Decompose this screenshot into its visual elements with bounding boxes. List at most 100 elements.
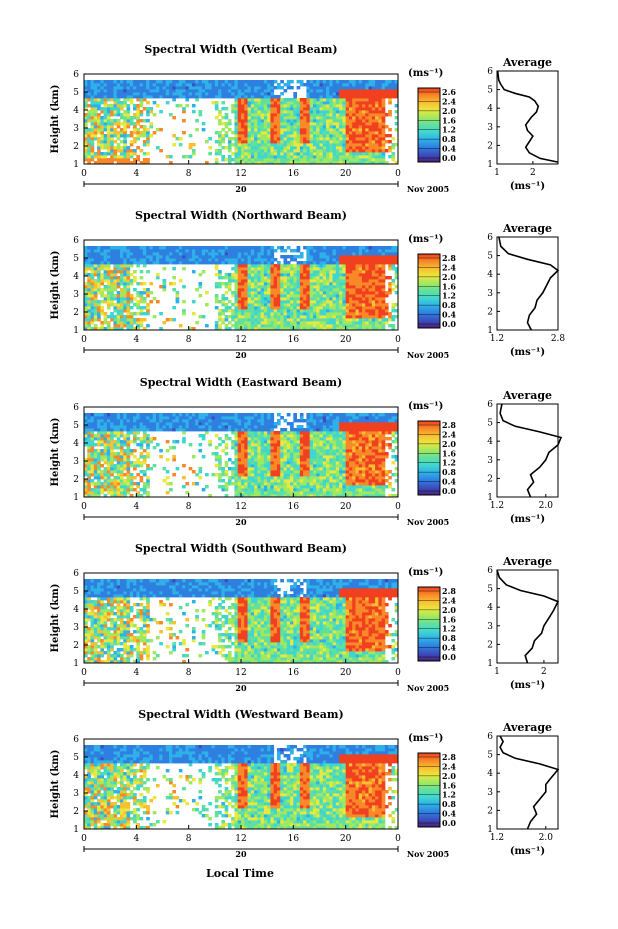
heatmap-cell — [250, 122, 255, 126]
heatmap-cell — [365, 116, 369, 120]
heatmap-cell — [110, 482, 114, 486]
heatmap-cell — [250, 131, 255, 135]
heatmap-cell — [244, 134, 248, 138]
heatmap-cell — [116, 119, 121, 123]
heatmap-cell — [260, 294, 265, 298]
heatmap-cell — [100, 437, 105, 441]
heatmap-cell — [263, 152, 268, 156]
heatmap-cell — [214, 273, 219, 277]
heatmap-cell — [221, 158, 226, 162]
heatmap-cell — [129, 279, 134, 283]
heatmap-cell — [175, 428, 180, 432]
heatmap-cell — [319, 297, 324, 301]
heatmap-cell — [322, 149, 327, 153]
heatmap-cell — [126, 482, 131, 486]
heatmap-cell — [309, 125, 314, 129]
heatmap-cell — [116, 92, 121, 96]
heatmap-cell — [247, 92, 252, 96]
heatmap-cell — [293, 270, 297, 274]
heatmap-cell — [342, 315, 347, 319]
heatmap-cell — [322, 300, 327, 304]
heatmap-cell — [254, 264, 258, 268]
heatmap-cell — [198, 422, 203, 426]
heatmap-cell — [100, 267, 105, 271]
heatmap-cell — [358, 249, 363, 253]
heatmap-cell — [319, 267, 324, 271]
heatmap-cell — [339, 258, 343, 262]
heatmap-cell — [221, 282, 226, 286]
heatmap-cell — [221, 116, 226, 120]
heatmap-cell — [123, 315, 127, 319]
heatmap-cell — [352, 83, 356, 87]
heatmap-cell — [84, 285, 88, 289]
heatmap-cell — [146, 291, 150, 295]
heatmap-cell — [175, 104, 180, 108]
heatmap-cell — [214, 321, 219, 325]
heatmap-cell — [146, 161, 150, 165]
heatmap-cell — [375, 161, 379, 165]
heatmap-cell — [378, 306, 383, 310]
heatmap-cell — [97, 249, 101, 253]
heatmap-cell — [126, 152, 131, 156]
heatmap-cell — [113, 158, 118, 162]
heatmap-cell — [375, 294, 379, 298]
heatmap-cell — [110, 125, 114, 129]
heatmap-cell — [110, 425, 114, 429]
heatmap-cell — [267, 267, 271, 271]
heatmap-cell — [224, 452, 229, 456]
heatmap-cell — [352, 134, 356, 138]
heatmap-cell — [345, 83, 350, 87]
heatmap-cell — [299, 309, 304, 313]
heatmap-cell — [123, 119, 127, 123]
heatmap-cell — [188, 416, 193, 420]
heatmap-cell — [234, 140, 239, 144]
heatmap-cell — [195, 425, 199, 429]
heatmap-cell — [119, 488, 124, 492]
heatmap-cell — [241, 297, 245, 301]
heatmap-cell — [381, 249, 386, 253]
heatmap-cell — [339, 113, 343, 117]
date-label: Nov 2005 — [407, 350, 449, 360]
heatmap-cell — [136, 128, 140, 132]
heatmap-cell — [126, 306, 131, 310]
heatmap-cell — [345, 116, 350, 120]
heatmap-cell — [97, 252, 101, 256]
heatmap-cell — [126, 476, 131, 480]
heatmap-cell — [152, 249, 157, 253]
heatmap-cell — [106, 467, 111, 471]
heatmap-cell — [306, 143, 311, 147]
heatmap-cell — [84, 422, 88, 426]
heatmap-cell — [270, 83, 275, 87]
heatmap-cell — [146, 306, 150, 310]
heatmap-cell — [100, 137, 105, 141]
heatmap-cell — [348, 146, 353, 150]
heatmap-cell — [326, 276, 330, 280]
heatmap-cell — [355, 107, 360, 111]
heatmap-cell — [335, 285, 340, 289]
heatmap-cell — [224, 443, 229, 447]
heatmap-cell — [227, 479, 232, 483]
heatmap-cell — [280, 246, 284, 250]
heatmap-cell — [273, 143, 278, 147]
heatmap-cell — [391, 152, 396, 156]
heatmap-cell — [182, 258, 186, 262]
heatmap-cell — [133, 128, 137, 132]
heatmap-cell — [250, 86, 255, 90]
heatmap-cell — [113, 288, 118, 292]
heatmap-cell — [237, 146, 242, 150]
heatmap-cell — [296, 131, 301, 135]
heatmap-cell — [270, 288, 275, 292]
heatmap-cell — [126, 422, 131, 426]
heatmap-cell — [326, 113, 330, 117]
heatmap-cell — [339, 110, 343, 114]
heatmap-cell — [195, 261, 199, 265]
heatmap-cell — [303, 270, 307, 274]
heatmap-cell — [273, 137, 278, 141]
heatmap-cell — [119, 246, 124, 250]
heatmap-cell — [113, 258, 118, 262]
heatmap-cell — [97, 285, 101, 289]
heatmap-cell — [263, 255, 268, 259]
heatmap-cell — [303, 291, 307, 295]
heatmap-cell — [355, 312, 360, 316]
heatmap-cell — [290, 134, 294, 138]
